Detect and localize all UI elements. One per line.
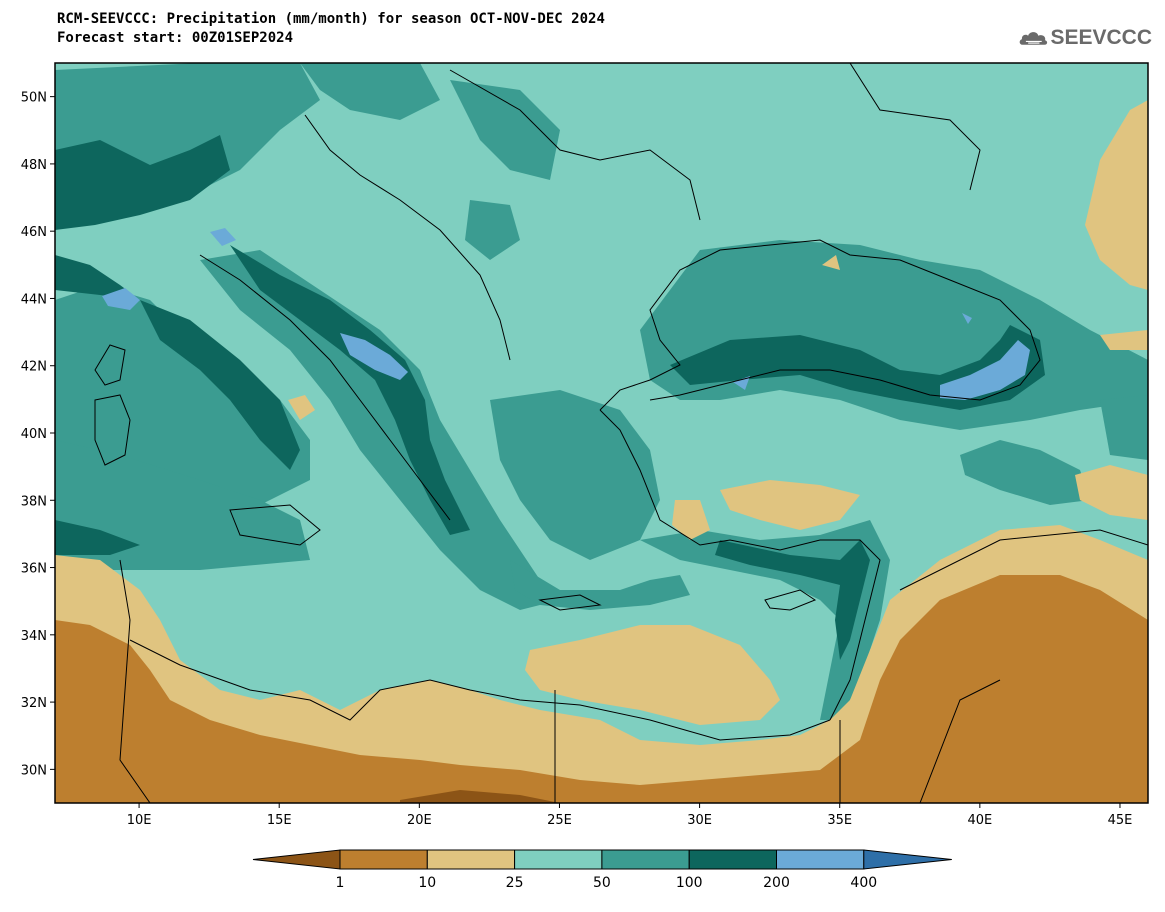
colorbar-segment [514, 849, 603, 870]
lat-tick-label: 40N [21, 427, 47, 442]
lat-tick-label: 36N [21, 562, 47, 577]
lon-tick-label: 25E [547, 813, 572, 828]
colorbar-label: 200 [763, 875, 790, 891]
lat-tick-label: 34N [21, 629, 47, 644]
cloud-icon [1019, 32, 1048, 45]
precip-zone-200-400 [102, 228, 1030, 400]
lon-tick-label: 45E [1108, 813, 1133, 828]
colorbar-under-arrow [252, 849, 341, 870]
map-plot-area [55, 63, 1148, 803]
latitude-axis: 50N 48N 46N 44N 42N 40N 38N 36N 34N 32N 30N [21, 91, 55, 778]
lat-tick-label: 48N [21, 158, 47, 173]
lon-tick-label: 35E [827, 813, 852, 828]
colorbar-label: 100 [676, 875, 703, 891]
lat-tick-label: 44N [21, 292, 47, 307]
colorbar-label: 1 [336, 875, 345, 891]
colorbar-label: 10 [418, 875, 436, 891]
lon-tick-label: 30E [687, 813, 712, 828]
lat-tick-label: 42N [21, 360, 47, 375]
colorbar-segment [339, 849, 428, 870]
lat-tick-label: 46N [21, 225, 47, 240]
lon-tick-label: 15E [267, 813, 292, 828]
colorbar-segment [601, 849, 690, 870]
map-header: RCM-SEEVCCC: Precipitation (mm/month) fo… [57, 10, 605, 48]
colorbar-label: 25 [506, 875, 524, 891]
lat-tick-label: 32N [21, 696, 47, 711]
logo-text: SEEVCCC [1050, 26, 1152, 49]
lat-tick-label: 30N [21, 763, 47, 778]
colorbar-segment [776, 849, 865, 870]
colorbar-segment [426, 849, 516, 870]
colorbar-segment [688, 849, 778, 870]
colorbar-label: 400 [850, 875, 877, 891]
colorbar-over-arrow [863, 849, 952, 870]
colorbar: 1 10 25 50 100 200 400 [252, 849, 952, 891]
lon-tick-label: 10E [127, 813, 152, 828]
coastlines-and-borders [94, 63, 1148, 803]
lon-tick-label: 20E [407, 813, 432, 828]
precip-zone-1-10 [55, 575, 1148, 803]
colorbar-label: 50 [593, 875, 611, 891]
longitude-axis: 10E 15E 20E 25E 30E 35E 40E 45E [127, 803, 1133, 828]
forecast-start: Forecast start: 00Z01SEP2024 [57, 30, 294, 46]
lon-tick-label: 40E [967, 813, 992, 828]
map-title: RCM-SEEVCCC: Precipitation (mm/month) fo… [57, 11, 605, 27]
seevccc-logo: SEEVCCC [1018, 22, 1152, 54]
lat-tick-label: 50N [21, 91, 47, 106]
lat-tick-label: 38N [21, 494, 47, 509]
